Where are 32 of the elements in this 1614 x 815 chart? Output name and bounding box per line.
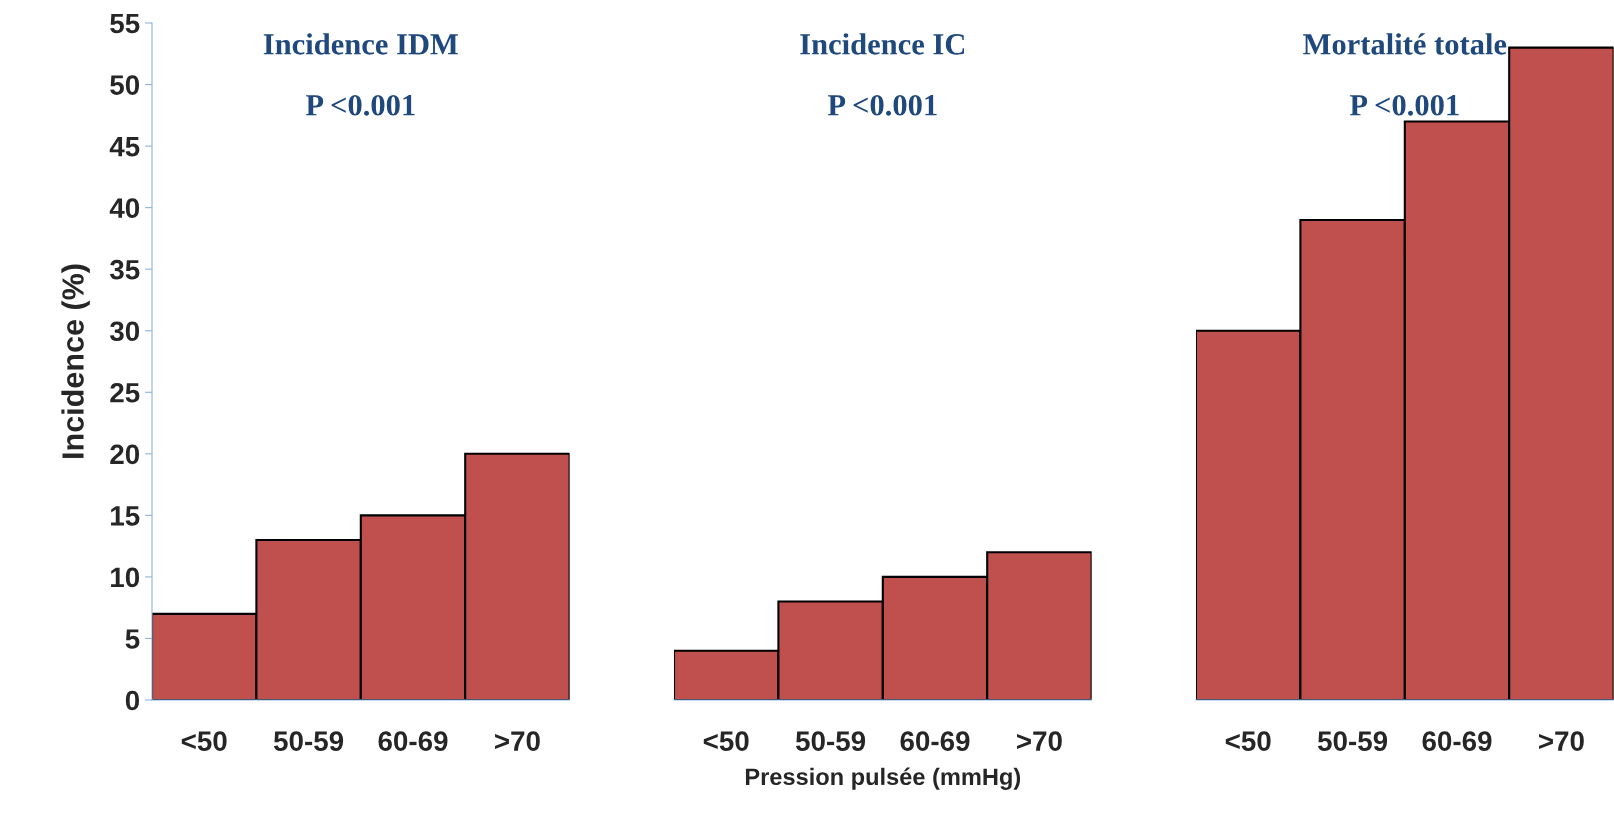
- text: P <0.001: [827, 94, 937, 116]
- x-tick-label: 50-59: [1317, 731, 1388, 751]
- chart-title: Mortalité totale: [1303, 33, 1507, 55]
- x-tick-label: <50: [703, 731, 749, 751]
- x-tick-label: 60-69: [900, 731, 970, 751]
- text: P <0.001: [305, 94, 415, 116]
- x-tick-label: >70: [1017, 731, 1062, 751]
- y-tick-label: 35: [109, 259, 140, 280]
- text: P <0.001: [1349, 94, 1459, 116]
- x-tick-label: 50-59: [795, 731, 866, 751]
- x-tick-label: 60-69: [1422, 731, 1492, 751]
- y-tick-label: 30: [109, 321, 140, 342]
- x-tick-label: 50-59: [273, 731, 344, 751]
- y-tick-label: 55: [110, 13, 140, 34]
- y-tick-label: 50: [110, 75, 140, 95]
- chart-title: Incidence IC: [800, 33, 965, 55]
- x-tick-label: >70: [495, 731, 540, 751]
- y-tick-label: 10: [111, 567, 140, 588]
- y-axis-title: Incidence (%): [61, 264, 90, 458]
- y-tick-label: 20: [110, 444, 140, 465]
- x-axis-title: Pression pulsée (mmHg): [745, 767, 1021, 790]
- y-tick-label: 0: [125, 690, 140, 711]
- y-tick-label: 5: [125, 629, 140, 649]
- x-tick-label: <50: [1225, 731, 1271, 751]
- y-tick-label: 40: [109, 198, 140, 218]
- y-tick-label: 45: [109, 137, 140, 157]
- x-tick-label: <50: [181, 731, 227, 751]
- x-tick-label: 60-69: [378, 731, 448, 751]
- y-tick-label: 25: [110, 382, 140, 403]
- chart-title: Incidence IDM: [263, 33, 458, 55]
- x-tick-label: >70: [1539, 731, 1584, 751]
- y-tick-label: 15: [111, 506, 140, 526]
